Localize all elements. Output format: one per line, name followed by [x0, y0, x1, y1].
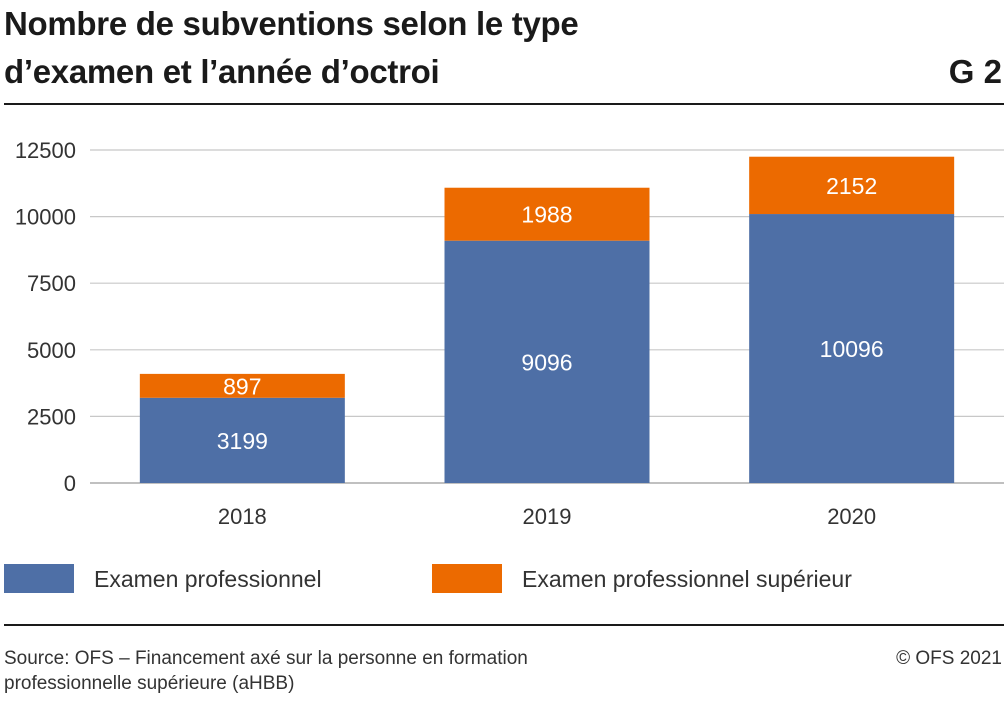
y-tick-label: 12500 — [15, 138, 76, 163]
bar-examen-professionnel-superieur — [749, 156, 955, 215]
y-tick-label: 5000 — [27, 338, 76, 363]
legend-label: Examen professionnel supérieur — [522, 566, 852, 592]
data-label: 10096 — [820, 336, 884, 362]
copyright: © OFS 2021 — [896, 648, 1002, 669]
source-line-1: Source: OFS – Financement axé sur la per… — [4, 648, 528, 669]
bar-examen-professionnel — [139, 397, 345, 483]
y-tick-label: 10000 — [15, 205, 76, 230]
data-label: 897 — [223, 373, 261, 399]
source-note: Source: OFS – Financement axé sur la per… — [4, 646, 684, 696]
x-tick-label: 2018 — [218, 504, 267, 529]
x-tick-label: 2019 — [523, 504, 572, 529]
legend-swatch-orange — [432, 564, 502, 593]
bar-examen-professionnel — [444, 240, 650, 483]
bar-examen-professionnel-superieur — [444, 187, 650, 241]
legend: Examen professionnel Examen professionne… — [4, 564, 1004, 594]
legend-label: Examen professionnel — [94, 566, 322, 592]
y-tick-label: 2500 — [27, 404, 76, 429]
y-tick-label: 0 — [64, 471, 76, 496]
chart-title: Nombre de subventions selon le type d’ex… — [4, 0, 904, 96]
header-divider — [4, 103, 1004, 105]
x-tick-label: 2020 — [827, 504, 876, 529]
data-label: 2152 — [826, 173, 877, 199]
source-line-2: professionnelle supérieure (aHBB) — [4, 673, 295, 694]
bar-examen-professionnel-superieur — [139, 373, 345, 398]
chart-number: G 2 — [948, 53, 1002, 90]
data-label: 3199 — [217, 428, 268, 454]
bar-examen-professionnel — [749, 214, 955, 484]
legend-swatch-blue — [4, 564, 74, 593]
chart-title-line-1: Nombre de subventions selon le type — [4, 5, 579, 42]
data-label: 1988 — [521, 202, 572, 228]
data-label: 9096 — [521, 349, 572, 375]
y-tick-label: 7500 — [27, 271, 76, 296]
footer-divider — [4, 624, 1004, 626]
stacked-bar-chart: 0 2500 5000 7500 10000 12500 3199 897 2018 9096 19… — [15, 138, 1004, 529]
chart-title-line-2: d’examen et l’année d’octroi — [4, 53, 440, 90]
